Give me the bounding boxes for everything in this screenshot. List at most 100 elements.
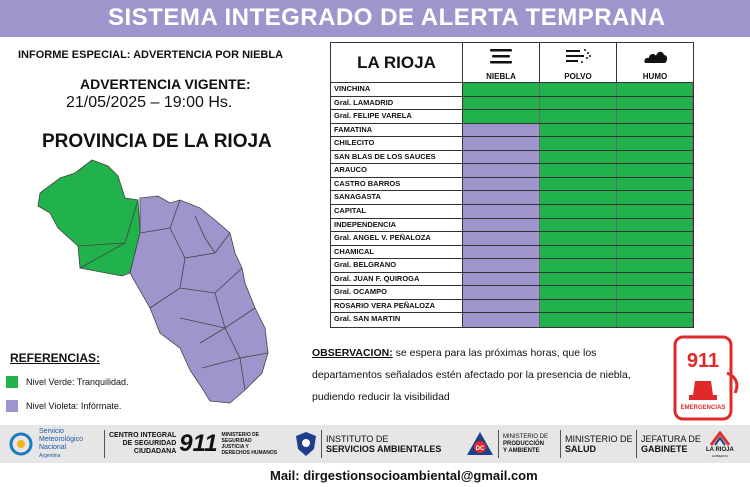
column-label: NIEBLA	[486, 72, 516, 81]
map-region-violet	[129, 195, 269, 404]
region-header: LA RIOJA	[331, 43, 463, 83]
alert-level-cell	[463, 286, 540, 299]
la-rioja-sub: GOBIERNO	[711, 453, 728, 458]
alert-level-cell	[463, 245, 540, 259]
dc-logo: DC MINISTERIO DE PRODUCCIÓN Y AMBIENTE	[466, 425, 548, 463]
jefatura-logo: JEFATURA DE GABINETE	[632, 425, 701, 463]
alert-level-cell	[540, 272, 617, 286]
dust-wind-icon	[566, 49, 591, 63]
warning-datetime: 21/05/2025 – 19:00 Hs.	[66, 94, 233, 111]
smn-line: Meteorológico	[39, 436, 83, 443]
column-niebla: NIEBLA	[463, 43, 540, 83]
department-name: CHILECITO	[331, 137, 463, 150]
smn-emblem-icon	[9, 432, 33, 456]
department-name: Gral. JUAN F. QUIROGA	[331, 272, 463, 286]
table-row: ARAUCO	[331, 164, 693, 178]
alert-level-cell	[463, 137, 540, 150]
table-row: CHAMICAL	[331, 245, 693, 260]
alert-level-cell	[463, 150, 540, 164]
alert-level-cell	[540, 96, 617, 110]
observation-text: se espera para las próximas horas, que l…	[312, 347, 631, 403]
instituto-line: SERVICIOS AMBIENTALES	[326, 444, 442, 454]
column-label: POLVO	[564, 72, 592, 81]
alert-level-cell	[617, 286, 693, 299]
alert-level-cell	[463, 110, 540, 123]
seguridad-line: JUSTICIA Y	[221, 444, 249, 450]
la-rioja-label: LA RIOJA	[706, 446, 734, 453]
alert-level-cell	[463, 96, 540, 110]
province-title: PROVINCIA DE LA RIOJA	[42, 131, 272, 152]
province-map	[37, 159, 269, 404]
alert-level-cell	[540, 286, 617, 299]
divider	[104, 430, 105, 458]
alert-level-cell	[617, 83, 693, 96]
references-title: REFERENCIAS:	[10, 351, 101, 365]
alert-level-cell	[540, 205, 617, 218]
alert-level-cell	[617, 150, 693, 164]
la-rioja-logo: LA RIOJA GOBIERNO	[706, 425, 734, 463]
alert-level-cell	[463, 232, 540, 245]
alert-level-cell	[617, 272, 693, 286]
alert-level-cell	[617, 191, 693, 204]
alert-level-cell	[540, 232, 617, 245]
alert-level-cell	[617, 177, 693, 191]
smoke-icon	[644, 51, 668, 63]
alert-level-cell	[463, 313, 540, 327]
contact-email: Mail: dirgestionsocioambiental@gmail.com	[270, 468, 538, 483]
table-row: Gral. FELIPE VARELA	[331, 110, 693, 124]
produccion-line: Y AMBIENTE	[503, 447, 540, 454]
report-title: INFORME ESPECIAL: ADVERTENCIA POR NIEBLA	[18, 49, 284, 61]
department-name: SANAGASTA	[331, 191, 463, 204]
smn-logo: Servicio Meteorológico Nacional Argentin…	[6, 425, 83, 463]
centro-line: DE SEGURIDAD	[122, 440, 177, 447]
department-name: VINCHINA	[331, 83, 463, 96]
divider	[560, 430, 561, 458]
alert-level-cell	[540, 123, 617, 137]
department-name: ARAUCO	[331, 164, 463, 177]
table-row: Gral. SAN MARTIN	[331, 313, 693, 327]
divider	[321, 430, 322, 458]
reference-violet: Nivel Violeta: Infórmate.	[6, 400, 121, 412]
alert-level-cell	[463, 299, 540, 313]
department-name: Gral. ANGEL V. PEÑALOZA	[331, 232, 463, 245]
footer-logos: Servicio Meteorológico Nacional Argentin…	[0, 425, 750, 463]
salud-logo: MINISTERIO DE SALUD	[556, 425, 633, 463]
green-swatch	[6, 376, 18, 388]
alert-level-cell	[617, 313, 693, 327]
alert-level-cell	[463, 177, 540, 191]
alert-level-cell	[540, 191, 617, 204]
column-label: HUMO	[642, 72, 668, 81]
jefatura-line: GABINETE	[641, 444, 688, 454]
page-title: SISTEMA INTEGRADO DE ALERTA TEMPRANA	[108, 4, 666, 31]
alert-level-cell	[617, 299, 693, 313]
alert-level-cell	[617, 137, 693, 150]
alert-level-cell	[617, 259, 693, 272]
emergency-phone-icon: 911 EMERGENCIAS	[673, 335, 739, 421]
centro-911-logo: CENTRO INTEGRAL DE SEGURIDAD CIUDADANA 9…	[100, 425, 277, 463]
seguridad-line: MINISTERIO DE	[221, 432, 260, 438]
reference-green-label: Nivel Verde: Tranquilidad.	[26, 377, 129, 387]
alert-level-cell	[540, 150, 617, 164]
salud-line: MINISTERIO DE	[565, 434, 633, 444]
centro-911-number: 911	[179, 430, 218, 457]
seguridad-line: DERECHOS HUMANOS	[221, 450, 278, 456]
alert-level-cell	[617, 245, 693, 259]
alert-level-cell	[463, 205, 540, 218]
instituto-logo: INSTITUTO DE SERVICIOS AMBIENTALES	[295, 425, 441, 463]
phone-caption: EMERGENCIAS	[681, 405, 726, 411]
alert-table: LA RIOJA NIEBLA POLVO HUMO VINCHINA Gral.…	[330, 42, 694, 328]
produccion-line: PRODUCCIÓN	[503, 440, 545, 447]
department-name: Gral. OCAMPO	[331, 286, 463, 299]
alert-level-cell	[617, 205, 693, 218]
smn-line: Nacional	[39, 444, 67, 451]
department-name: FAMATINA	[331, 123, 463, 137]
instituto-line: INSTITUTO DE	[326, 434, 389, 444]
alert-level-cell	[463, 83, 540, 96]
alert-level-cell	[463, 272, 540, 286]
smn-line: Servicio	[39, 428, 64, 435]
table-row: CHILECITO	[331, 137, 693, 151]
centro-line: CIUDADANA	[133, 448, 177, 455]
alert-level-cell	[617, 96, 693, 110]
table-row: INDEPENDENCIA	[331, 218, 693, 233]
table-row: CAPITAL	[331, 205, 693, 219]
